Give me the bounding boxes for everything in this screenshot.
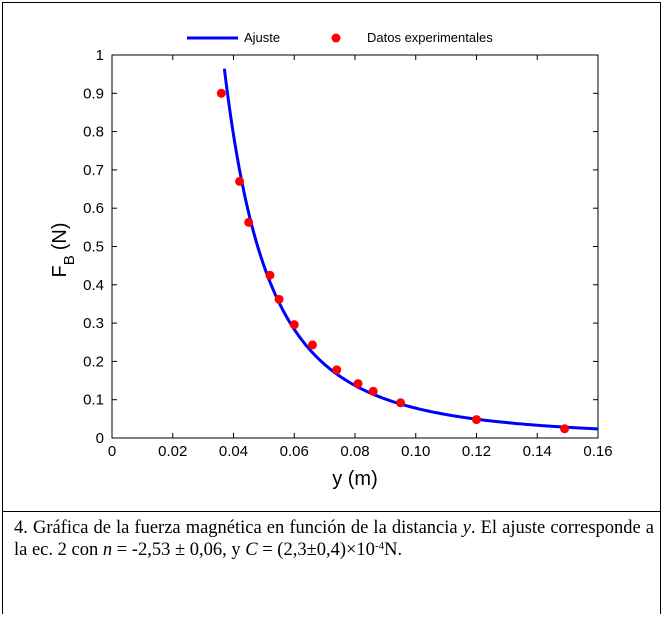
- y-tick-label: 0.1: [83, 392, 104, 409]
- x-tick-label: 0.12: [462, 443, 491, 460]
- x-tick-label: 0.10: [401, 443, 430, 460]
- data-point: [274, 294, 284, 304]
- y-tick-label: 0.8: [83, 124, 104, 141]
- caption-exponent: -4: [374, 540, 385, 552]
- caption-text-1: Gráfica de la fuerza magnética en funció…: [32, 518, 458, 538]
- x-tick-label: 0.16: [583, 443, 612, 460]
- y-tick-label: 0.3: [83, 315, 104, 332]
- svg-text:FB(N): FB (N): [49, 223, 78, 278]
- data-point: [353, 379, 363, 389]
- caption-var-c: C: [245, 540, 258, 560]
- y-tick-label: 0.6: [83, 200, 104, 217]
- data-point: [289, 320, 299, 330]
- legend: Ajuste Datos experimentales: [187, 30, 493, 45]
- x-tick-label: 0.04: [219, 443, 248, 460]
- legend-data-label: Datos experimentales: [367, 30, 493, 45]
- fit-layer: [222, 68, 599, 431]
- caption-text-4: = (2,3±0,4)×10: [262, 540, 375, 560]
- x-tick-label: 0: [108, 443, 116, 460]
- data-point: [396, 398, 406, 408]
- y-tick-label: 1: [96, 47, 104, 64]
- data-point: [560, 424, 570, 434]
- legend-fit-label: Ajuste: [244, 30, 280, 45]
- data-point: [368, 386, 378, 396]
- y-axis-label-main: F: [49, 265, 71, 277]
- y-tick-label: 0.9: [83, 85, 104, 102]
- figure-caption: 4. Gráfica de la fuerza magnética en fun…: [14, 517, 654, 561]
- chart: Ajuste Datos experimentales 0 0.02 0.04 0.0…: [49, 30, 613, 490]
- y-axis-label-unit: (N): [49, 223, 71, 251]
- caption-number: 4.: [14, 518, 28, 538]
- caption-text-3: = -2,53 ± 0,06, y: [116, 540, 241, 560]
- fit-curve: [222, 68, 599, 431]
- y-tick-label: 0.4: [83, 277, 104, 294]
- y-axis-label-sub: B: [61, 255, 78, 265]
- y-ticks: 0 0.1 0.2 0.3 0.4 0.5 0.6 0.7 0.8 0.9 1: [83, 47, 598, 447]
- legend-data-swatch: [331, 33, 341, 43]
- data-point: [216, 88, 226, 98]
- data-point: [332, 365, 342, 375]
- caption-unit: N.: [384, 540, 403, 560]
- x-tick-label: 0.08: [340, 443, 369, 460]
- caption-var-n: n: [102, 540, 113, 560]
- data-point: [265, 270, 275, 280]
- caption-var-y: y: [462, 518, 471, 538]
- x-tick-label: 0.02: [158, 443, 187, 460]
- caption-text-2: . El ajuste corresponde a la ec. 2 con: [14, 518, 655, 560]
- figure-frame: [2, 2, 661, 614]
- data-point: [307, 340, 317, 350]
- y-tick-label: 0.7: [83, 162, 104, 179]
- x-tick-label: 0.14: [523, 443, 552, 460]
- x-tick-label: 0.06: [280, 443, 309, 460]
- x-ticks: 0 0.02 0.04 0.06 0.08 0.10 0.12 0.14 0.16: [108, 55, 613, 460]
- data-point: [235, 176, 245, 186]
- y-tick-label: 0: [96, 430, 104, 447]
- data-point: [472, 415, 481, 425]
- y-tick-label: 0.5: [83, 239, 104, 256]
- data-point: [244, 217, 254, 227]
- y-axis-label: FB (N): [49, 223, 78, 278]
- caption-divider: [2, 511, 661, 512]
- points-layer: [216, 88, 570, 434]
- y-tick-label: 0.2: [83, 353, 104, 370]
- x-axis-label: y (m): [332, 468, 378, 490]
